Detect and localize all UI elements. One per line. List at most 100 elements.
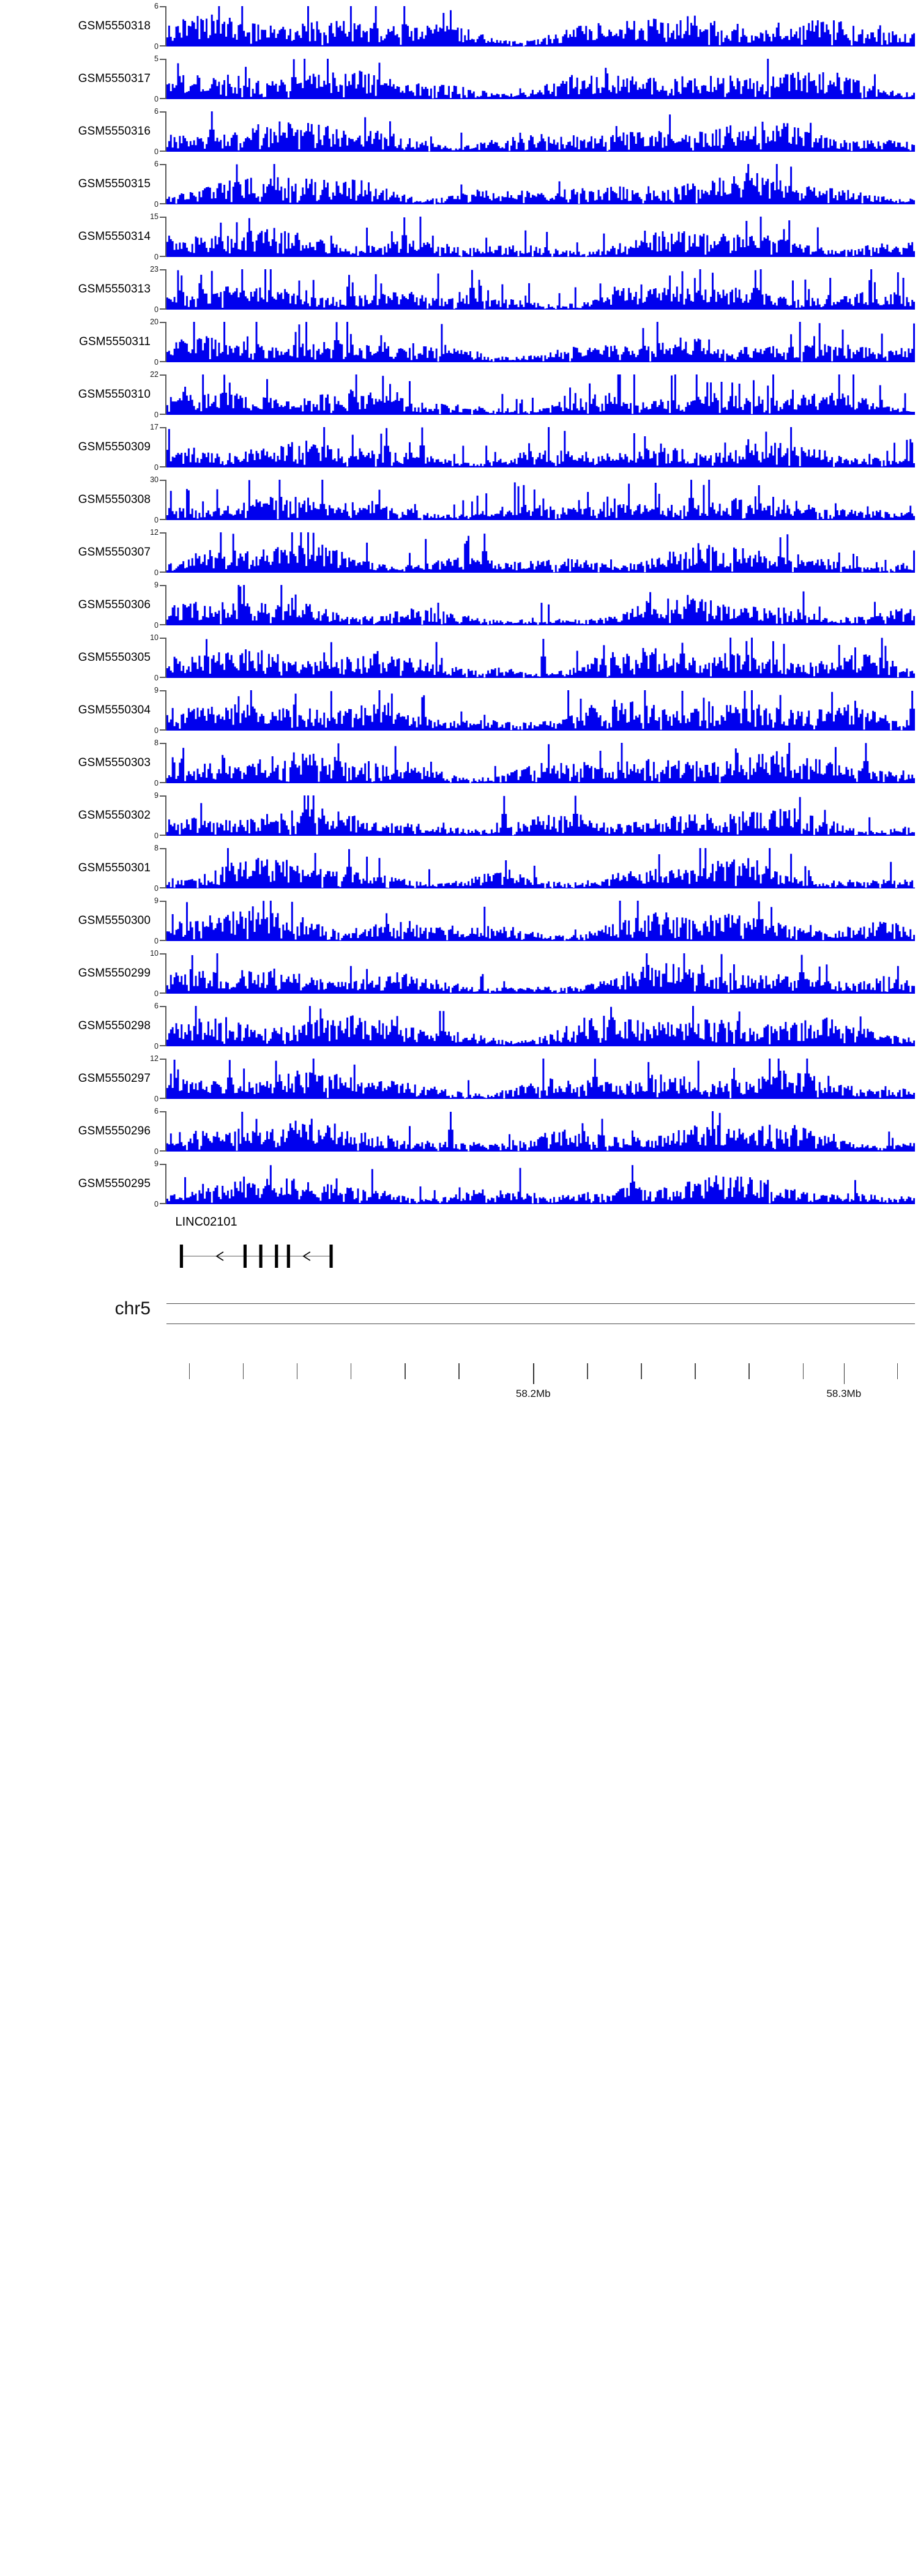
axis-minor-tick [641,1363,642,1379]
coverage-plot[interactable] [166,322,915,362]
coverage-plot[interactable] [166,690,915,731]
ideogram-bar[interactable] [166,1303,915,1324]
y-axis-min-label: 0 [154,568,159,577]
track-label-gsm5550299: GSM5550299 [78,967,151,980]
coverage-plot[interactable] [166,1164,915,1204]
axis-minor-tick [404,1363,406,1379]
y-axis-tick-max [160,585,166,586]
y-axis: 23 0 [150,266,166,313]
axis-minor-tick [802,1363,804,1379]
y-axis-min-label: 0 [154,673,159,682]
y-axis-max-label: 9 [154,581,159,589]
y-axis-spine [165,480,166,520]
y-axis-min-label: 0 [154,94,159,103]
coverage-plot[interactable] [166,427,915,467]
y-axis-tick-max [160,164,166,165]
coverage-plot[interactable] [166,59,915,99]
coverage-plot[interactable] [166,1006,915,1046]
axis-major-tick [843,1363,845,1384]
y-axis-spine [165,374,166,415]
y-axis-tick-min [160,887,166,888]
y-axis-max-label: 8 [154,844,159,852]
y-axis-tick-min [160,361,166,362]
y-axis: 15 0 [150,213,166,261]
axis-minor-tick [350,1363,352,1379]
y-axis-max-label: 9 [154,686,159,694]
y-axis-spine [165,164,166,204]
y-axis-tick-min [160,677,166,678]
y-axis-tick-min [160,1203,166,1204]
y-axis-spine [165,638,166,678]
track-label-gsm5550318: GSM5550318 [78,20,151,32]
track-label-gsm5550308: GSM5550308 [78,493,151,506]
coverage-plot[interactable] [166,111,915,152]
y-axis-tick-max [160,427,166,428]
gene-annotation-track: LINC02101 [0,1210,918,1290]
y-axis-max-label: 17 [150,423,159,431]
y-axis-min-label: 0 [154,305,159,314]
chromosome-track: chr5 [0,1290,918,1363]
y-axis-min-label: 0 [154,726,159,735]
y-axis-min-label: 0 [154,199,159,209]
coverage-track: GSM5550313 23 0 [0,263,918,316]
coverage-track: GSM5550304 9 0 [0,684,918,737]
y-axis-max-label: 9 [154,791,159,800]
coverage-plot[interactable] [166,164,915,204]
y-axis-tick-max [160,374,166,376]
coverage-track: GSM5550297 12 0 [0,1052,918,1105]
y-axis-tick-max [160,532,166,534]
track-label-gsm5550310: GSM5550310 [78,388,151,401]
coverage-plot[interactable] [166,217,915,257]
y-axis-tick-min [160,729,166,731]
y-axis-min-label: 0 [154,989,159,998]
coverage-plot[interactable] [166,480,915,520]
y-axis-max-label: 20 [150,318,159,326]
y-axis-spine [165,59,166,99]
y-axis-tick-max [160,795,166,797]
coverage-plot[interactable] [166,269,915,310]
coverage-plot[interactable] [166,6,915,47]
coverage-plot[interactable] [166,743,915,783]
y-axis-spine [165,427,166,467]
coverage-track: GSM5550308 30 0 [0,474,918,526]
coverage-plot[interactable] [166,901,915,941]
coverage-track: GSM5550316 6 0 [0,105,918,158]
coverage-plot[interactable] [166,374,915,415]
track-label-gsm5550305: GSM5550305 [78,651,151,664]
track-label-gsm5550304: GSM5550304 [78,704,151,717]
coverage-plot[interactable] [166,585,915,625]
track-label-gsm5550302: GSM5550302 [78,809,151,822]
axis-minor-tick [587,1363,588,1379]
chromosome-label: chr5 [114,1298,151,1319]
y-axis-min-label: 0 [154,515,159,524]
coverage-track: GSM5550300 9 0 [0,895,918,947]
y-axis: 17 0 [150,423,166,471]
coverage-plot[interactable] [166,953,915,994]
track-label-gsm5550311: GSM5550311 [79,335,151,348]
y-axis-tick-min [160,203,166,204]
y-axis-tick-max [160,217,166,218]
y-axis-min-label: 0 [154,357,159,367]
track-label-gsm5550300: GSM5550300 [78,914,151,927]
y-axis-tick-min [160,414,166,415]
coverage-plot[interactable] [166,532,915,573]
axis-tick-label: 58.3Mb [826,1388,862,1399]
coverage-plot[interactable] [166,848,915,888]
y-axis-max-label: 6 [154,1107,159,1115]
y-axis-spine [165,953,166,994]
y-axis-tick-max [160,59,166,60]
y-axis: 12 0 [150,1055,166,1103]
coverage-plot[interactable] [166,638,915,678]
gene-model-glyph[interactable] [166,1242,915,1270]
coverage-plot[interactable] [166,1111,915,1152]
coverage-plot[interactable] [166,795,915,836]
coverage-track: GSM5550303 8 0 [0,737,918,789]
y-axis-max-label: 6 [154,2,159,10]
coverage-plot[interactable] [166,1059,915,1099]
y-axis-min-label: 0 [154,147,159,156]
y-axis-tick-max [160,1164,166,1165]
y-axis-spine [165,1164,166,1204]
